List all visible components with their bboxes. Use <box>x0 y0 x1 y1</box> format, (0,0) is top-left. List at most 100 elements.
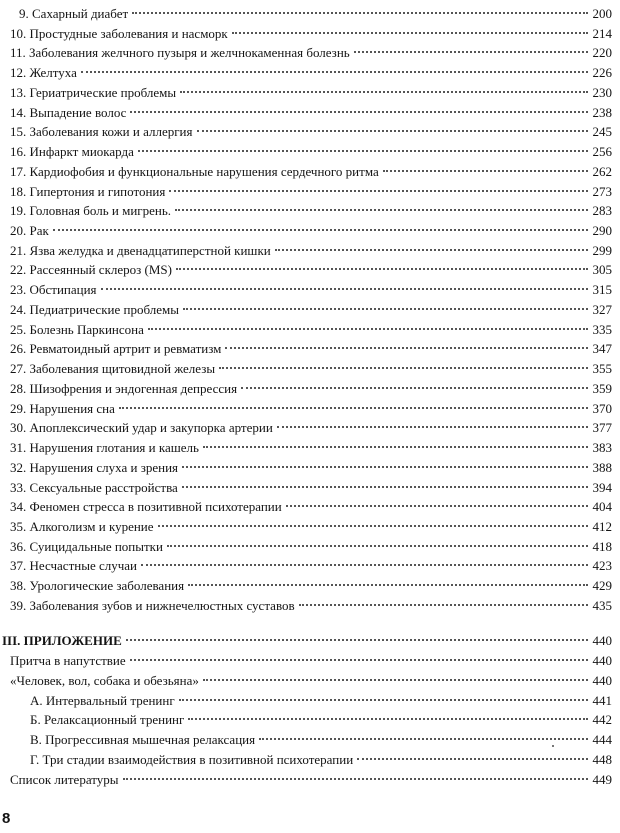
toc-entry: 21. Язва желудка и двенадцатиперстной ки… <box>10 237 612 258</box>
toc-entry-title: 21. Язва желудка и двенадцатиперстной ки… <box>10 242 271 258</box>
toc-entry: В. Прогрессивная мышечная релаксация 444 <box>30 726 612 747</box>
toc-entry: 18. Гипертония и гипотония 273 <box>10 178 612 199</box>
dot-leader <box>223 335 590 353</box>
toc-section-heading: III. ПРИЛОЖЕНИЕ 440 <box>2 627 612 648</box>
toc-entry-page: 220 <box>592 45 613 61</box>
dot-leader <box>181 296 591 314</box>
toc-entry-title: 19. Головная боль и мигрень. <box>10 203 172 219</box>
toc-entry-title: 32. Нарушения слуха и зрения <box>10 459 179 475</box>
toc-entry-page: 429 <box>592 578 613 594</box>
toc-entry: 22. Рассеянный склероз (MS) 305 <box>10 256 612 277</box>
toc-entry-title: «Человек, вол, собака и обезьяна» <box>10 672 199 688</box>
dot-leader <box>201 667 591 685</box>
toc-entry: 20. Рак 290 <box>10 217 612 238</box>
dot-leader <box>79 59 591 77</box>
dot-leader <box>174 256 591 274</box>
toc-entry-title: 34. Феномен стресса в позитивной психоте… <box>10 499 282 515</box>
toc-entry-page: 245 <box>592 124 613 140</box>
toc-entry-title: 38. Урологические заболевания <box>10 578 185 594</box>
dot-leader <box>355 746 590 764</box>
toc-entry-page: 214 <box>592 25 613 41</box>
dot-leader <box>167 178 590 196</box>
dot-leader <box>273 237 591 255</box>
toc-entry-page: 442 <box>592 712 613 728</box>
toc-entry: 28. Шизофрения и эндогенная депрессия 359 <box>10 375 612 396</box>
toc-entry: Притча в напутствие 440 <box>10 647 612 668</box>
toc-entry-page: 418 <box>592 538 613 554</box>
toc-entry-title: 39. Заболевания зубов и нижнечелюстных с… <box>10 597 295 613</box>
toc-entry-page: 359 <box>592 380 613 396</box>
toc-entry-page: 347 <box>592 341 613 357</box>
toc-entry-title: 24. Педиатрические проблемы <box>10 301 179 317</box>
toc-entry: 35. Алкоголизм и курение 412 <box>10 513 612 534</box>
toc-entry-page: 412 <box>592 518 613 534</box>
dot-leader <box>128 647 591 665</box>
toc-entry-page: 226 <box>592 65 613 81</box>
toc-entry: 14. Выпадение волос 238 <box>10 99 612 120</box>
toc-entry-page: 404 <box>592 499 613 515</box>
toc-entry-title: 22. Рассеянный склероз (MS) <box>10 262 172 278</box>
toc-entry-page: 200 <box>592 6 613 21</box>
dot-leader <box>128 99 590 117</box>
toc-entry-title: 27. Заболевания щитовидной железы <box>10 361 216 377</box>
toc-entry-title: III. ПРИЛОЖЕНИЕ <box>2 633 122 648</box>
dot-leader <box>217 355 590 373</box>
toc-entry-title: Б. Релаксационный тренинг <box>30 712 185 728</box>
toc-entry-page: 370 <box>592 400 613 416</box>
toc-entry-title: 35. Алкоголизм и курение <box>10 518 154 534</box>
toc-entry-title: 23. Обстипация <box>10 282 97 298</box>
dot-leader <box>297 592 591 610</box>
toc-entry-title: 26. Ревматоидный артрит и ревматизм <box>10 341 222 357</box>
toc-entry-page: 335 <box>592 321 613 337</box>
dot-leader <box>165 533 591 551</box>
toc-entry-page: 299 <box>592 242 613 258</box>
dot-leader <box>201 434 591 452</box>
dot-leader <box>195 118 591 136</box>
toc-entry: 12. Желтуха 226 <box>10 59 612 80</box>
toc-entry-page: 315 <box>592 282 613 298</box>
toc-entry-title: 18. Гипертония и гипотония <box>10 183 166 199</box>
dot-leader <box>124 627 591 645</box>
toc-entry: 34. Феномен стресса в позитивной психоте… <box>10 493 612 514</box>
dot-leader <box>257 726 590 744</box>
toc-entry-page: 283 <box>592 203 613 219</box>
toc-entry: 29. Нарушения сна 370 <box>10 395 612 416</box>
toc-entry-page: 441 <box>592 692 613 708</box>
toc-entry: 33. Сексуальные расстройства 394 <box>10 474 612 495</box>
toc-entry: 13. Гериатрические проблемы 230 <box>10 79 612 100</box>
toc-entry-page: 423 <box>592 558 613 574</box>
toc-entry-title: 33. Сексуальные расстройства <box>10 479 178 495</box>
toc-entry-title: 10. Простудные заболевания и насморк <box>10 25 228 41</box>
dot-leader <box>186 572 590 590</box>
toc-entry-page: 388 <box>592 459 613 475</box>
toc-entry: 9. Сахарный диабет 200 <box>19 0 612 21</box>
toc-entry-title: 28. Шизофрения и эндогенная депрессия <box>10 380 238 396</box>
toc-entry-title: 25. Болезнь Паркинсона <box>10 321 144 337</box>
toc-entry: 10. Простудные заболевания и насморк 214 <box>10 20 612 41</box>
dot-leader <box>178 79 590 97</box>
toc-entry: 26. Ревматоидный артрит и ревматизм 347 <box>10 335 612 356</box>
dot-leader <box>230 20 591 38</box>
toc-entry-page: 440 <box>592 672 613 688</box>
toc-entry-title: Г. Три стадии взаимодействия в позитивно… <box>30 752 354 768</box>
toc-entry-page: 327 <box>592 301 613 317</box>
toc-entry-title: 14. Выпадение волос <box>10 104 127 120</box>
toc-entry: 25. Болезнь Паркинсона 335 <box>10 316 612 337</box>
toc-entry: 30. Апоплексический удар и закупорка арт… <box>10 414 612 435</box>
toc-entry-title: В. Прогрессивная мышечная релаксация <box>30 732 256 748</box>
toc-entry-page: 448 <box>592 752 613 768</box>
toc-entry-title: А. Интервальный тренинг <box>30 692 175 708</box>
dot-leader <box>99 276 591 294</box>
toc-entry-title: Список литературы <box>10 772 119 788</box>
toc-entry-title: Притча в напутствие <box>10 652 126 668</box>
toc-entry: 37. Несчастные случаи 423 <box>10 552 612 573</box>
toc-entry: Список литературы 449 <box>10 766 612 787</box>
toc-entry: 23. Обстипация 315 <box>10 276 612 297</box>
toc-entry-title: 16. Инфаркт миокарда <box>10 144 134 160</box>
toc-entry-page: 383 <box>592 440 613 456</box>
toc-entry: 15. Заболевания кожи и аллергия 245 <box>10 118 612 139</box>
toc-entry: Б. Релаксационный тренинг 442 <box>30 706 612 727</box>
toc-entry-page: 238 <box>592 104 613 120</box>
toc-entry-title: 11. Заболевания желчного пузыря и желчно… <box>10 45 350 61</box>
toc-entry-title: 37. Несчастные случаи <box>10 558 137 574</box>
